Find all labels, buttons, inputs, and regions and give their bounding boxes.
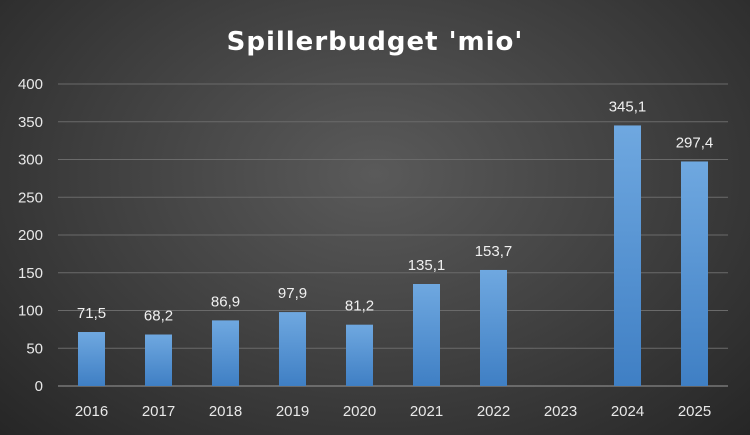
bar-2020 <box>346 324 373 386</box>
bar-2022 <box>480 269 507 386</box>
x-tick-label: 2021 <box>410 403 443 420</box>
x-tick-label: 2025 <box>678 403 711 420</box>
data-label-2020: 81,2 <box>345 298 374 315</box>
bar-2017 <box>145 334 172 386</box>
x-tick-label: 2018 <box>209 403 242 420</box>
data-label-2016: 71,5 <box>77 305 106 322</box>
y-tick-label: 300 <box>18 152 43 169</box>
x-tick-label: 2019 <box>276 403 309 420</box>
y-tick-label: 250 <box>18 189 43 206</box>
chart-title: Spillerbudget 'mio' <box>227 27 524 57</box>
y-tick-label: 200 <box>18 227 43 244</box>
y-tick-label: 400 <box>18 76 43 93</box>
bar-2018 <box>212 320 239 386</box>
y-tick-label: 100 <box>18 303 43 320</box>
x-tick-label: 2023 <box>544 403 577 420</box>
data-label-2024: 345,1 <box>609 98 647 115</box>
x-tick-label: 2024 <box>611 403 644 420</box>
x-tick-label: 2022 <box>477 403 510 420</box>
x-tick-label: 2016 <box>75 403 108 420</box>
y-tick-label: 150 <box>18 265 43 282</box>
data-label-2022: 153,7 <box>475 243 513 260</box>
data-label-2017: 68,2 <box>144 308 173 325</box>
x-tick-label: 2017 <box>142 403 175 420</box>
bar-2016 <box>78 332 105 386</box>
data-label-2021: 135,1 <box>408 257 446 274</box>
bar-2019 <box>279 312 306 386</box>
data-label-2025: 297,4 <box>676 134 714 151</box>
y-tick-label: 350 <box>18 114 43 131</box>
data-label-2018: 86,9 <box>211 293 240 310</box>
bar-2025 <box>681 161 708 386</box>
y-tick-label: 0 <box>35 378 43 395</box>
y-tick-label: 50 <box>26 340 43 357</box>
bar-2021 <box>413 283 440 386</box>
x-tick-label: 2020 <box>343 403 376 420</box>
bar-2024 <box>614 125 641 387</box>
data-label-2019: 97,9 <box>278 285 307 302</box>
